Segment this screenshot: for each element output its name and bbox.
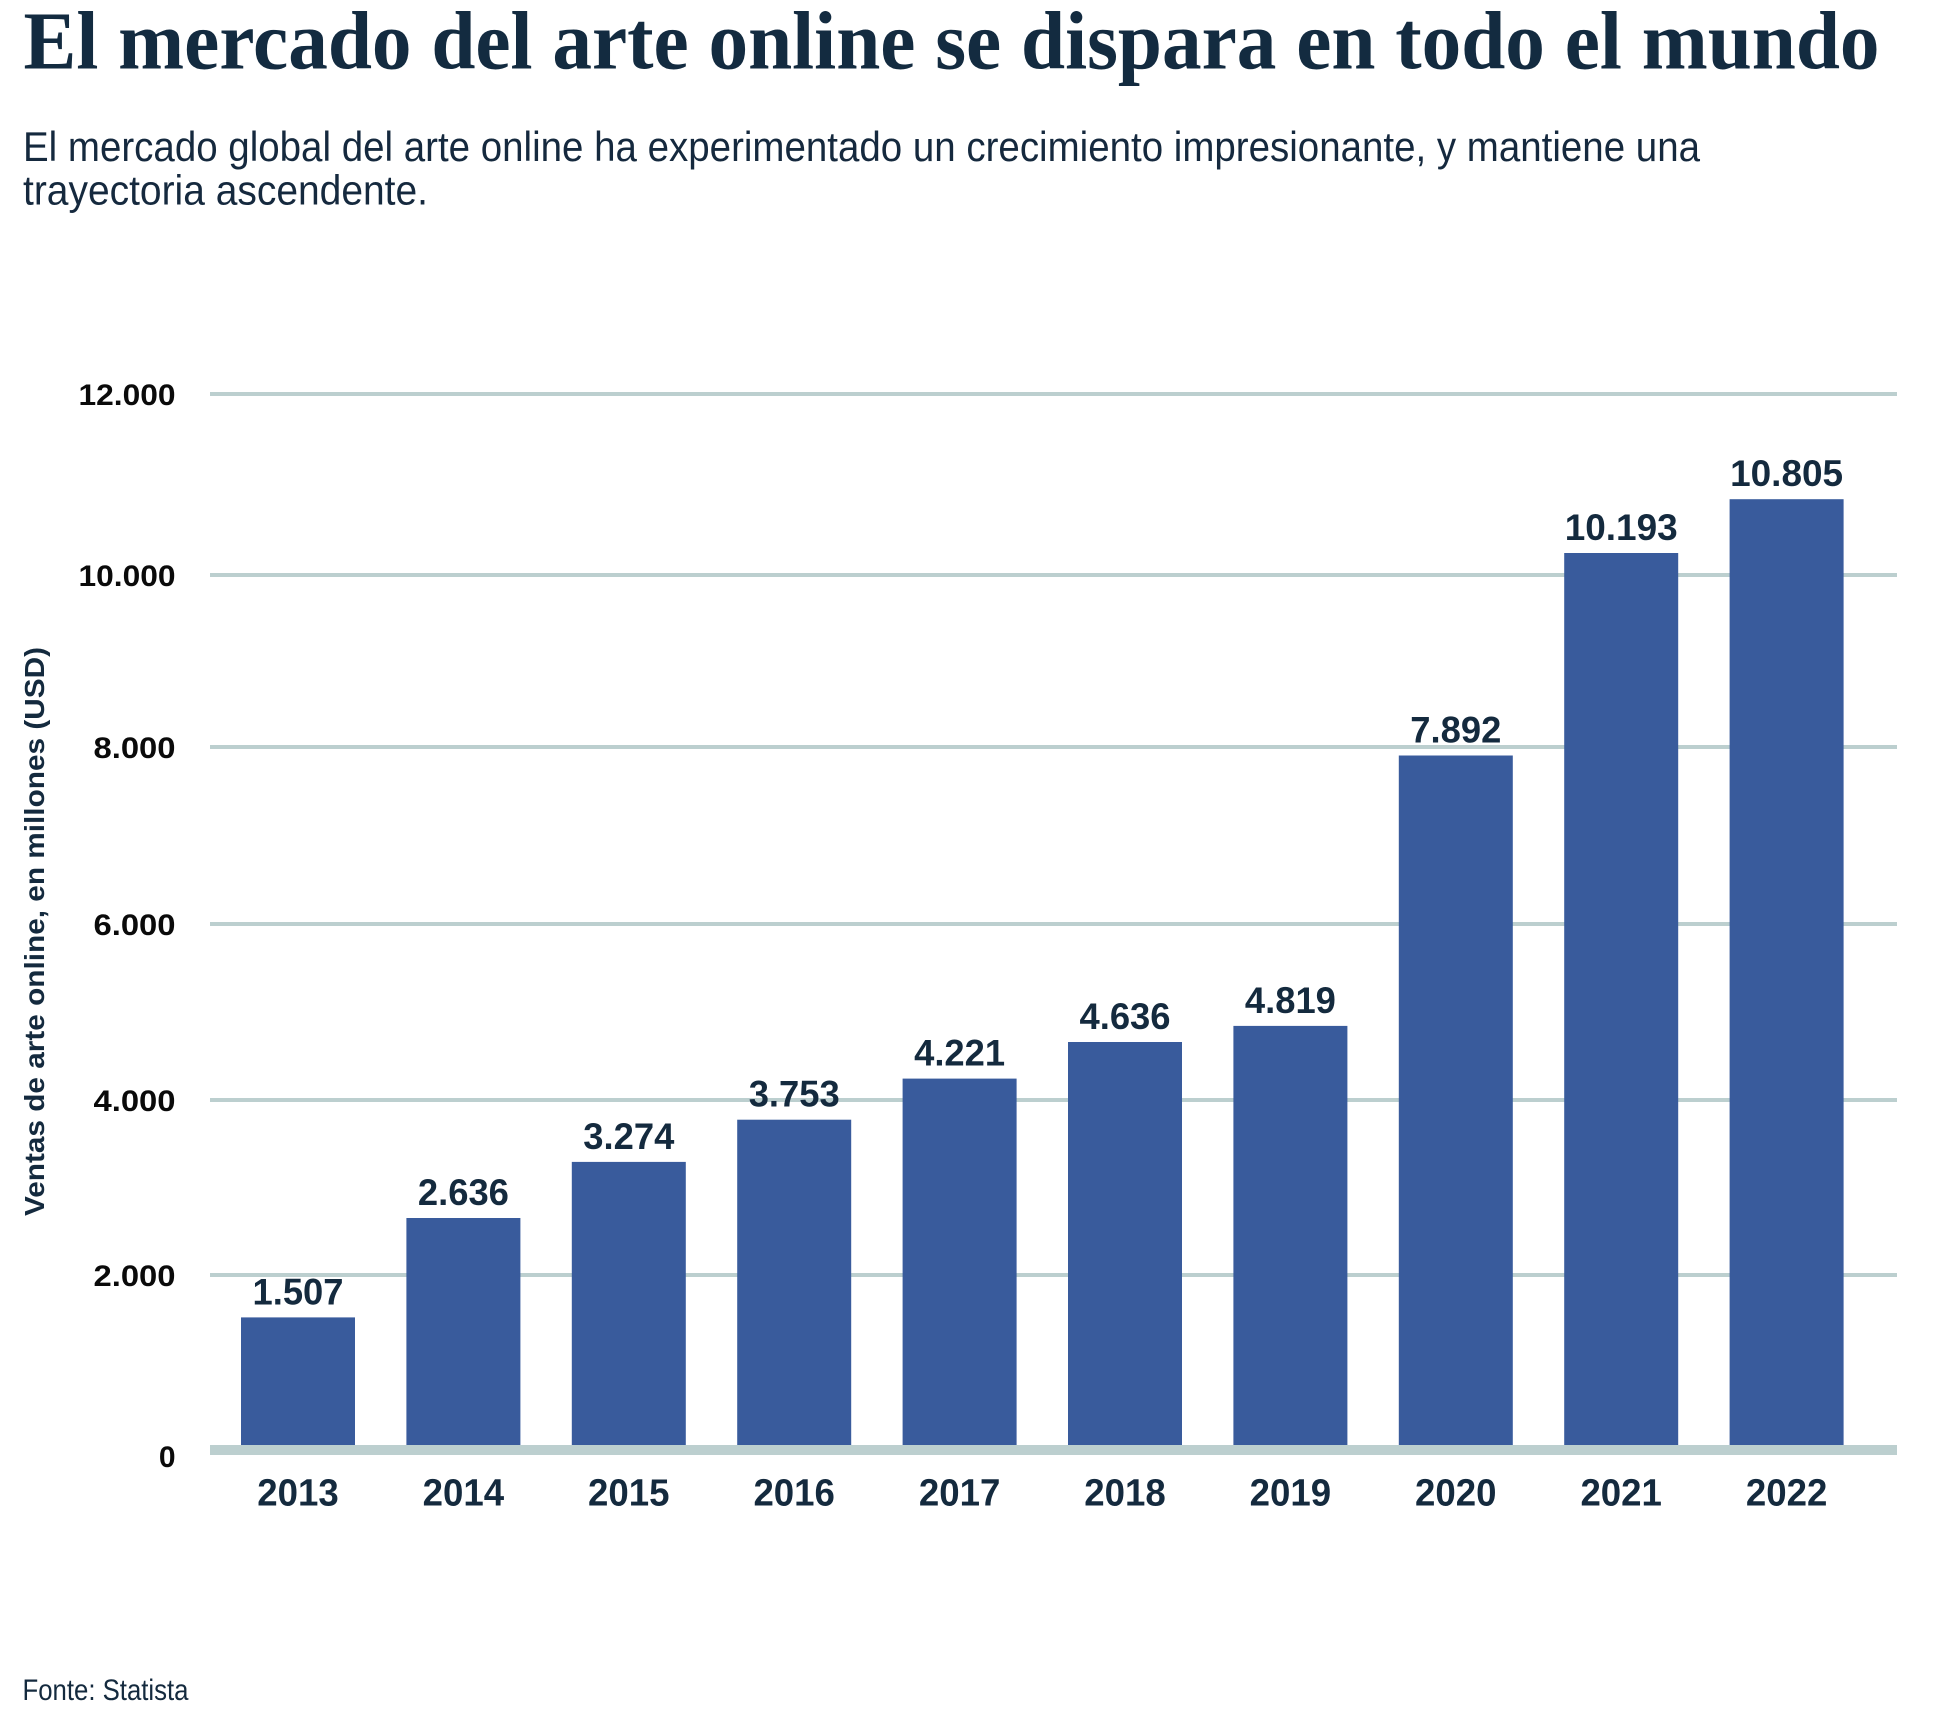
svg-text:4.221: 4.221 xyxy=(914,1033,1005,1074)
svg-text:10.193: 10.193 xyxy=(1565,507,1678,548)
svg-text:2013: 2013 xyxy=(257,1472,339,1514)
svg-text:4.636: 4.636 xyxy=(1080,996,1171,1037)
svg-text:2017: 2017 xyxy=(919,1472,1001,1514)
svg-text:1.507: 1.507 xyxy=(253,1271,344,1312)
svg-text:12.000: 12.000 xyxy=(79,379,176,412)
svg-text:4.000: 4.000 xyxy=(94,1085,176,1118)
svg-text:2.000: 2.000 xyxy=(94,1260,176,1293)
svg-text:El mercado del arte online se: El mercado del arte online se dispara en… xyxy=(24,0,1880,87)
svg-text:2014: 2014 xyxy=(423,1472,505,1514)
svg-text:6.000: 6.000 xyxy=(94,909,176,942)
svg-text:3.274: 3.274 xyxy=(583,1116,674,1157)
svg-text:2019: 2019 xyxy=(1250,1472,1332,1514)
svg-text:2018: 2018 xyxy=(1084,1472,1166,1514)
svg-text:Fonte: Statista: Fonte: Statista xyxy=(23,1674,189,1707)
svg-text:2.636: 2.636 xyxy=(418,1172,509,1213)
svg-text:Ventas de arte online, en mill: Ventas de arte online, en millones (USD) xyxy=(19,647,50,1216)
svg-text:El mercado global del arte onl: El mercado global del arte online ha exp… xyxy=(23,123,1701,170)
svg-text:0: 0 xyxy=(159,1441,176,1474)
svg-text:2016: 2016 xyxy=(753,1472,835,1514)
svg-text:3.753: 3.753 xyxy=(749,1074,840,1115)
svg-text:7.892: 7.892 xyxy=(1410,710,1501,751)
svg-text:trayectoria ascendente.: trayectoria ascendente. xyxy=(23,166,428,213)
svg-text:10.000: 10.000 xyxy=(79,560,176,593)
svg-text:8.000: 8.000 xyxy=(94,732,176,765)
svg-text:2020: 2020 xyxy=(1415,1472,1497,1514)
svg-text:2015: 2015 xyxy=(588,1472,670,1514)
svg-text:2022: 2022 xyxy=(1746,1472,1828,1514)
svg-text:2021: 2021 xyxy=(1580,1472,1662,1514)
svg-text:4.819: 4.819 xyxy=(1245,980,1336,1021)
svg-text:10.805: 10.805 xyxy=(1730,453,1843,494)
